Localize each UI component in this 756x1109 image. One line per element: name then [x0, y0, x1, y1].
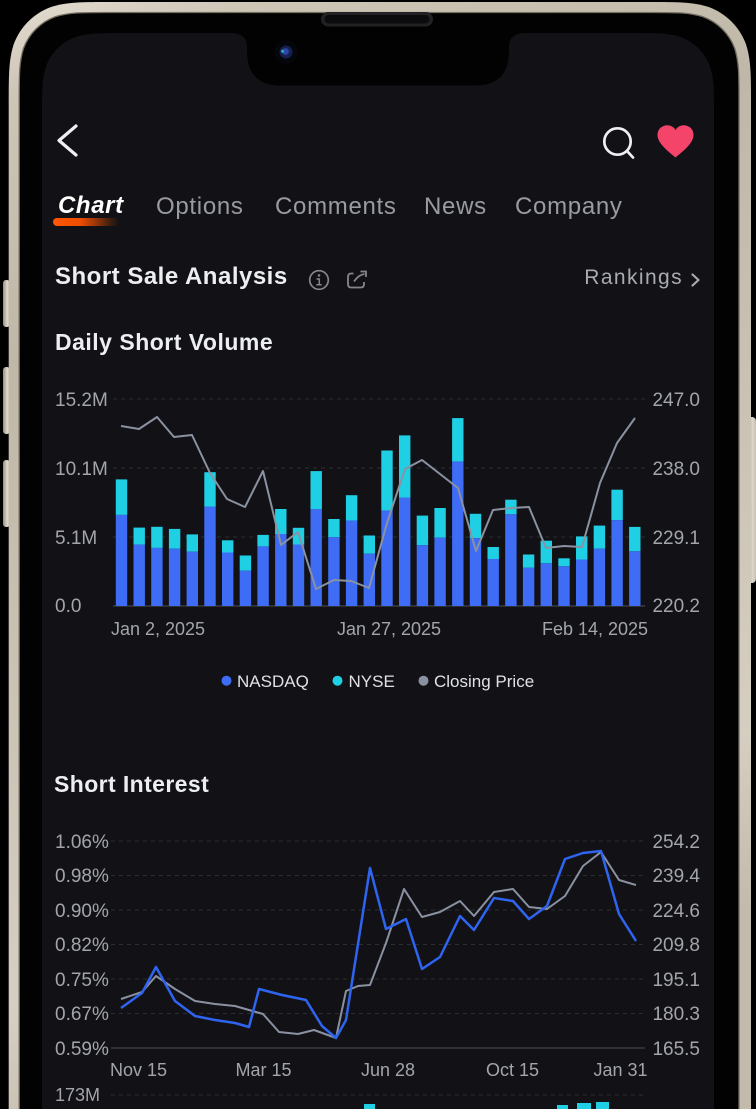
svg-text:0.67%: 0.67%: [55, 1004, 109, 1025]
svg-text:220.2: 220.2: [652, 596, 700, 617]
svg-text:229.1: 229.1: [652, 528, 700, 549]
svg-text:0.90%: 0.90%: [55, 901, 109, 922]
svg-text:NASDAQ: NASDAQ: [237, 672, 309, 691]
svg-text:1.06%: 1.06%: [55, 832, 109, 853]
svg-text:15.2M: 15.2M: [55, 390, 108, 411]
svg-text:Closing Price: Closing Price: [434, 672, 534, 691]
svg-text:165.5: 165.5: [652, 1039, 700, 1060]
svg-text:10.1M: 10.1M: [55, 459, 108, 480]
svg-text:Jan 27, 2025: Jan 27, 2025: [337, 619, 441, 639]
svg-text:0.0: 0.0: [55, 596, 81, 617]
svg-text:247.0: 247.0: [652, 390, 700, 411]
svg-text:Feb 14, 2025: Feb 14, 2025: [542, 619, 648, 639]
svg-text:239.4: 239.4: [652, 866, 700, 887]
svg-text:Jun 28: Jun 28: [361, 1060, 415, 1080]
svg-text:Mar 15: Mar 15: [235, 1060, 291, 1080]
svg-text:0.75%: 0.75%: [55, 970, 109, 991]
svg-text:Jan 2, 2025: Jan 2, 2025: [111, 619, 205, 639]
svg-text:173M: 173M: [55, 1085, 100, 1105]
svg-text:5.1M: 5.1M: [55, 528, 97, 549]
svg-text:180.3: 180.3: [652, 1004, 700, 1025]
svg-text:238.0: 238.0: [652, 459, 700, 480]
svg-text:209.8: 209.8: [652, 935, 700, 956]
svg-text:195.1: 195.1: [652, 970, 700, 991]
svg-text:NYSE: NYSE: [349, 672, 395, 691]
svg-text:0.98%: 0.98%: [55, 866, 109, 887]
svg-text:224.6: 224.6: [652, 901, 700, 922]
svg-text:Jan 31: Jan 31: [593, 1060, 647, 1080]
svg-text:254.2: 254.2: [652, 832, 700, 853]
svg-text:Oct 15: Oct 15: [486, 1060, 539, 1080]
svg-text:0.82%: 0.82%: [55, 935, 109, 956]
svg-text:0.59%: 0.59%: [55, 1039, 109, 1060]
svg-text:Nov 15: Nov 15: [110, 1060, 167, 1080]
